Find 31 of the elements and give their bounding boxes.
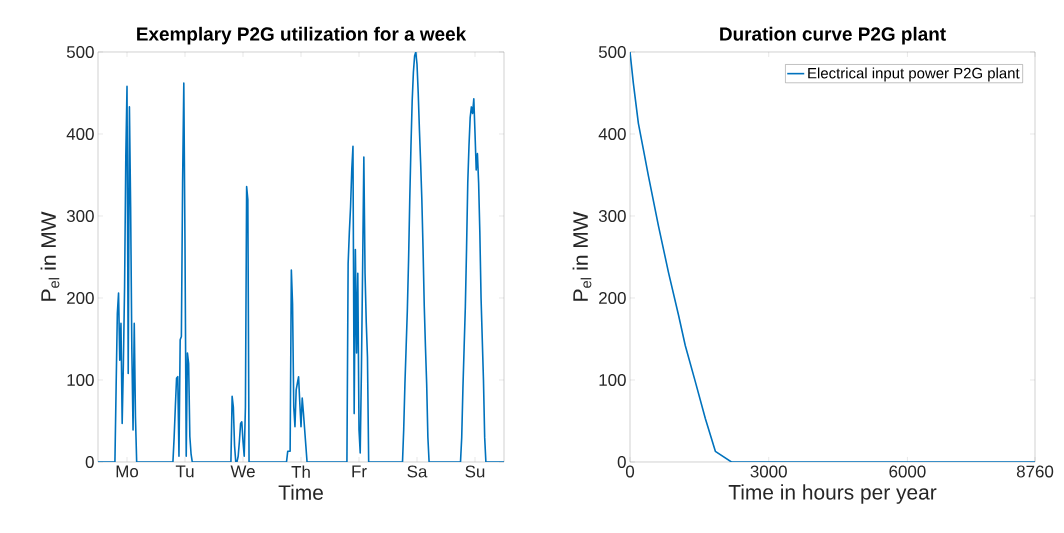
legend-label: Electrical input power P2G plant (808, 67, 1020, 82)
y-tick-label: 100 (67, 373, 94, 386)
x-tick-label: Sa (407, 465, 428, 478)
y-axis-title: P$_{el}$ in MW (40, 211, 60, 301)
x-tick-label: Mo (116, 465, 139, 478)
y-tick-label: 500 (66, 45, 94, 58)
y-tick-label: 200 (67, 291, 94, 304)
x-tick-label: Tu (175, 465, 194, 478)
x-tick-label: Su (465, 465, 485, 478)
line-series (630, 51, 1036, 462)
y-tick-label: 300 (66, 209, 94, 222)
y-tick-label: 0 (85, 455, 94, 468)
x-tick-label: 8760 (1016, 465, 1054, 478)
x-tick-label: Fr (352, 465, 367, 478)
y-axis-title: P$_{el}$ in MW (572, 211, 592, 301)
chart-title: Exemplary P2G utilization for a week (137, 26, 467, 45)
y-tick-label: 400 (598, 127, 626, 140)
y-tick-label: 100 (599, 373, 626, 386)
y-tick-label: 200 (599, 291, 626, 304)
y-tick-label: 400 (66, 127, 94, 140)
x-tick-label: 0 (625, 465, 635, 478)
x-tick-label: Th (291, 465, 310, 478)
x-axis-title: Time (278, 484, 323, 500)
y-tick-label: 0 (617, 455, 626, 468)
y-tick-label: 300 (598, 209, 626, 222)
x-tick-label: 3000 (750, 465, 787, 478)
x-axis-title: Time in hours per year (728, 484, 937, 504)
x-tick-label: 6000 (889, 465, 926, 478)
chart-title: Duration curve P2G plant (720, 26, 946, 45)
x-tick-label: We (230, 465, 255, 478)
y-tick-label: 500 (598, 45, 626, 58)
